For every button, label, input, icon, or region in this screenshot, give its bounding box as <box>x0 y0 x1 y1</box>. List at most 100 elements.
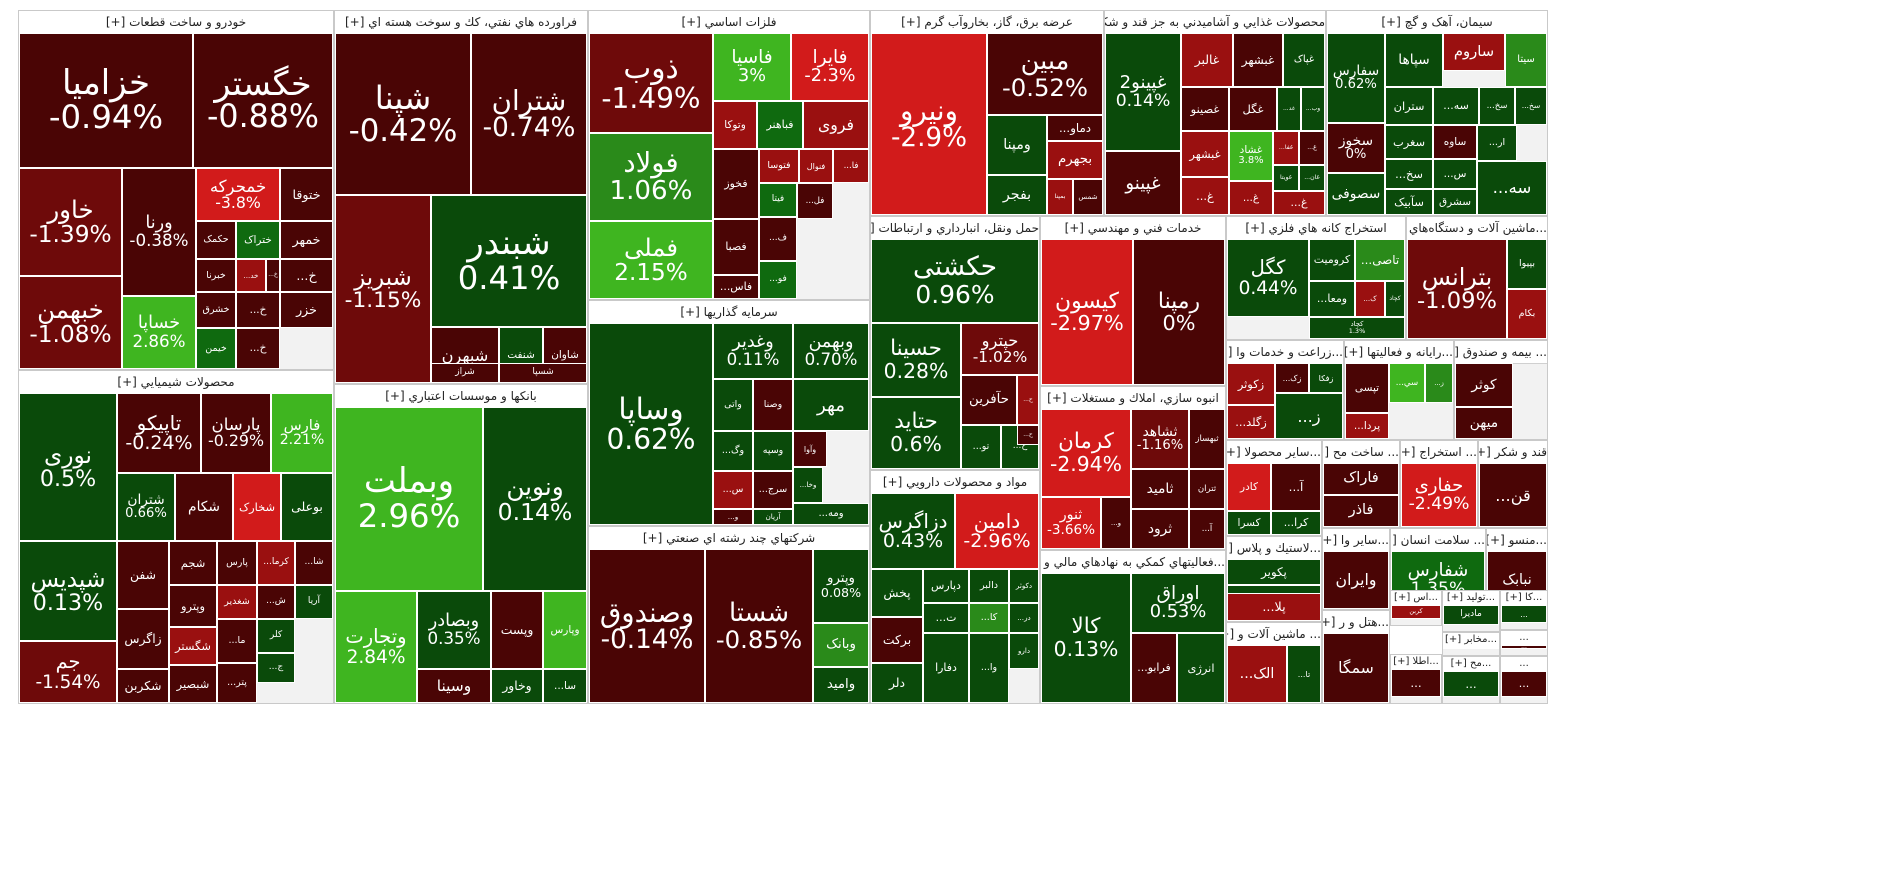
stock-tile[interactable]: ...پلا <box>1227 593 1321 621</box>
stock-tile[interactable]: ومپنا <box>987 115 1047 175</box>
stock-tile[interactable]: وآوا <box>793 431 827 467</box>
stock-tile[interactable]: فاسیا 3% <box>713 33 791 101</box>
stock-tile[interactable]: سغرب <box>1385 125 1433 159</box>
stock-tile[interactable]: دامین -2.96% <box>955 493 1039 569</box>
stock-tile[interactable]: خبهمن -1.08% <box>19 276 122 369</box>
sector-title[interactable]: سیمان، آهک و گچ [+] <box>1327 11 1547 34</box>
stock-tile[interactable]: ...تا <box>1287 645 1321 703</box>
stock-tile[interactable]: فخوز <box>713 149 759 219</box>
stock-tile[interactable]: دپارس <box>923 569 969 603</box>
stock-tile[interactable]: فایرا -2.3% <box>791 33 869 101</box>
stock-tile[interactable]: فباهنر <box>757 101 803 149</box>
stock-tile[interactable]: ...غ <box>1181 177 1229 215</box>
stock-tile[interactable]: ...ف <box>759 217 797 261</box>
sector-title[interactable]: محصولات غذايي و آشاميدني به جز قند و شكر… <box>1105 11 1325 34</box>
stock-tile[interactable]: ...کرما <box>257 541 295 585</box>
stock-tile[interactable]: ...سه <box>1477 161 1547 215</box>
stock-tile[interactable]: فارس 2.21% <box>271 393 333 473</box>
stock-tile[interactable]: ونوین 0.14% <box>483 407 587 591</box>
sector-title[interactable]: ...هتل و ر [+] <box>1323 611 1389 634</box>
stock-tile[interactable]: ... <box>1501 671 1547 697</box>
stock-tile[interactable]: ...ومه <box>793 503 869 525</box>
sector-title[interactable]: ...تولید [+] <box>1443 591 1499 606</box>
stock-tile[interactable]: ...وگ <box>713 431 753 471</box>
stock-tile[interactable]: سپاها <box>1385 33 1443 87</box>
stock-tile[interactable]: زکوثر <box>1227 363 1275 405</box>
stock-tile[interactable]: بجهرم <box>1047 141 1103 179</box>
stock-tile[interactable]: حکمک <box>196 221 236 259</box>
stock-tile[interactable]: ...خد <box>236 259 266 292</box>
stock-tile[interactable]: خگستر -0.88% <box>193 33 333 168</box>
stock-tile[interactable]: ...غ <box>1229 181 1273 215</box>
sector-title[interactable]: ...فعاليتهاي كمكي به نهادهاي مالي و [+] <box>1041 551 1225 574</box>
stock-tile[interactable]: فاذر <box>1323 495 1399 527</box>
stock-tile[interactable]: شبندر 0.41% <box>431 195 587 327</box>
stock-tile[interactable]: کالا 0.13% <box>1041 573 1131 703</box>
stock-tile[interactable]: حکشتی 0.96% <box>871 239 1039 323</box>
stock-tile[interactable]: خزامیا -0.94% <box>19 33 193 168</box>
stock-tile[interactable]: تاپیکو -0.24% <box>117 393 201 473</box>
stock-tile[interactable]: وصنا <box>753 379 793 431</box>
stock-tile[interactable]: ...سخ <box>1479 87 1515 125</box>
stock-tile[interactable]: ساوه <box>1433 125 1477 159</box>
stock-tile[interactable]: وبملت 2.96% <box>335 407 483 591</box>
sector-title[interactable]: حمل ونقل، انبارداري و ارتباطات [+] <box>871 217 1039 240</box>
stock-tile[interactable]: مبین -0.52% <box>987 33 1103 115</box>
stock-tile[interactable]: کیسون -2.97% <box>1041 239 1133 385</box>
stock-tile[interactable]: ...و <box>1101 497 1131 549</box>
stock-tile[interactable]: کادر <box>1227 463 1271 511</box>
stock-tile[interactable]: شجم <box>169 541 217 585</box>
stock-tile[interactable]: ...سا <box>543 669 587 703</box>
stock-tile[interactable]: شراز <box>431 363 499 383</box>
stock-tile[interactable]: ...غد <box>1277 87 1301 131</box>
stock-tile[interactable]: میهن <box>1455 407 1513 439</box>
stock-tile[interactable]: شبصیر <box>169 665 217 703</box>
stock-tile[interactable]: ...سه <box>1433 87 1479 125</box>
stock-tile[interactable]: وپارس <box>543 591 587 669</box>
stock-tile[interactable]: شتران 0.66% <box>117 473 175 541</box>
sector-title[interactable]: شركتهاي چند رشته اي صنعتي [+] <box>589 527 869 550</box>
stock-tile[interactable]: ...تو <box>961 425 1001 469</box>
stock-tile[interactable]: وخاور <box>491 669 543 703</box>
stock-tile[interactable]: بمپنا <box>1047 179 1073 215</box>
sector-title[interactable]: خدمات فني و مهندسي [+] <box>1041 217 1225 240</box>
stock-tile[interactable]: وبانک <box>813 623 869 667</box>
stock-tile[interactable]: ثامید <box>1131 469 1189 509</box>
sector-title[interactable]: ... <box>1501 657 1547 672</box>
stock-tile[interactable]: ...سرج <box>753 471 793 509</box>
stock-tile[interactable]: خمحرکه -3.8% <box>196 168 280 221</box>
sector-title[interactable]: فراورده هاي نفتي، كك و سوخت هسته اي [+] <box>335 11 587 34</box>
sector-title[interactable]: مواد و محصولات دارويي [+] <box>871 471 1039 494</box>
stock-tile[interactable]: ونیرو -2.9% <box>871 33 987 215</box>
stock-tile[interactable]: کسرا <box>1227 511 1271 535</box>
stock-tile[interactable]: ...خ <box>266 259 280 292</box>
stock-tile[interactable]: ختوقا <box>280 168 333 221</box>
stock-tile[interactable]: بترانس -1.09% <box>1407 239 1507 339</box>
stock-tile[interactable]: دلر <box>871 663 923 703</box>
stock-tile[interactable]: فتوسا <box>759 149 799 183</box>
stock-tile[interactable]: پارس <box>217 541 257 585</box>
stock-tile[interactable]: ...وا <box>969 633 1009 703</box>
stock-tile[interactable]: ...فو <box>759 261 797 299</box>
stock-tile[interactable]: زاگرس <box>117 609 169 669</box>
sector-title[interactable]: ...سایر محصولا [+] <box>1227 441 1321 464</box>
stock-tile[interactable]: ...خ <box>280 259 333 292</box>
stock-tile[interactable]: ...زگلد <box>1227 405 1275 439</box>
stock-tile[interactable]: مهر <box>793 379 869 431</box>
stock-tile[interactable]: ثشاهد -1.16% <box>1131 409 1189 469</box>
stock-tile[interactable]: ...سخ <box>1515 87 1547 125</box>
sector-title[interactable]: استخراج كانه هاي فلزي [+] <box>1227 217 1405 240</box>
stock-tile[interactable]: وامید <box>813 667 869 703</box>
stock-tile[interactable]: دکوثر <box>1009 569 1039 603</box>
stock-tile[interactable]: پارسان -0.29% <box>201 393 271 473</box>
stock-tile[interactable]: حفاری -2.49% <box>1401 463 1477 527</box>
stock-tile[interactable]: ... <box>1391 669 1441 697</box>
stock-tile[interactable]: کرمان -2.94% <box>1041 409 1131 497</box>
stock-tile[interactable]: وساپا 0.62% <box>589 323 713 525</box>
stock-tile[interactable]: کرومیت <box>1309 239 1355 281</box>
stock-tile[interactable]: ...آ <box>1189 509 1225 549</box>
stock-tile[interactable]: وسپه <box>753 431 793 471</box>
sector-title[interactable]: ...ماشين آلات و دستگاه‌هاي [+] <box>1407 217 1547 240</box>
stock-tile[interactable]: ...خ <box>236 328 280 369</box>
stock-tile[interactable]: تپسی <box>1345 363 1389 413</box>
